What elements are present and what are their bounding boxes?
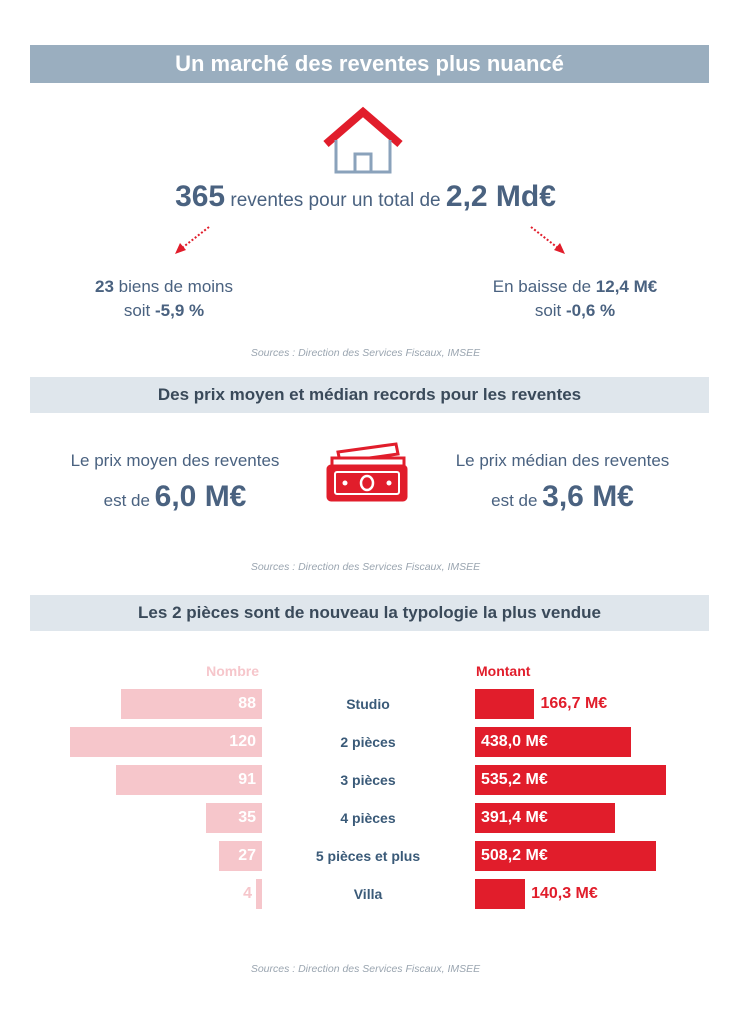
montant-value-label: 535,2 M€ — [481, 771, 548, 788]
section2-title: Des prix moyen et médian records pour le… — [157, 385, 582, 404]
count-change-prefix: soit — [123, 301, 156, 320]
count-change-value: 23 — [95, 277, 114, 296]
median-price-value: 3,6 M€ — [542, 480, 634, 513]
main-title: Un marché des reventes plus nuancé — [175, 51, 564, 76]
house-icon — [323, 106, 403, 174]
source-note-2: Sources : Direction des Services Fiscaux… — [250, 561, 481, 573]
amount-change-percent: -0,6 % — [566, 301, 616, 320]
banknote-icon — [326, 442, 408, 502]
arrow-down-right-icon — [530, 226, 565, 254]
summary-line: 365 reventes pour un total de 2,2 Md€ — [0, 180, 731, 214]
category-label: Villa — [353, 886, 383, 902]
montant-value-label: 140,3 M€ — [531, 885, 598, 902]
resale-total: 2,2 Md€ — [445, 180, 556, 213]
nombre-bar — [218, 841, 262, 871]
nombre-bar — [116, 765, 262, 795]
amount-change-prefix: soit — [534, 301, 567, 320]
summary-text: reventes pour un total de — [230, 190, 441, 211]
nombre-bar — [206, 803, 262, 833]
section2-banner: Des prix moyen et médian records pour le… — [30, 377, 709, 413]
nombre-value-label: 35 — [238, 809, 256, 826]
montant-bar — [475, 803, 615, 833]
series-header-montant: Montant — [476, 663, 531, 679]
montant-value-label: 508,2 M€ — [481, 847, 548, 864]
count-change-text: biens de moins — [118, 277, 233, 296]
section3-banner: Les 2 pièces sont de nouveau la typologi… — [30, 595, 709, 631]
amount-change-value: 12,4 M€ — [595, 277, 658, 296]
montant-value-label: 166,7 M€ — [540, 695, 608, 712]
nombre-bar — [70, 727, 262, 757]
montant-bar — [475, 765, 666, 795]
count-change-stat: 23 biens de moins soit -5,9 % — [64, 275, 264, 323]
median-price-block: Le prix médian des reventes est de 3,6 M… — [425, 443, 700, 519]
source-note-3: Sources : Direction des Services Fiscaux… — [250, 963, 481, 975]
mean-price-label: Le prix moyen des reventes — [70, 451, 280, 470]
category-label: 5 pièces et plus — [315, 848, 421, 864]
count-change-percent: -5,9 % — [155, 301, 205, 320]
category-label: 2 pièces — [340, 734, 396, 750]
montant-bar — [475, 841, 657, 871]
arrow-down-left-icon — [175, 226, 210, 254]
category-label: 4 pièces — [340, 810, 396, 826]
category-label: Studio — [346, 696, 390, 712]
nombre-value-label: 27 — [238, 847, 256, 864]
nombre-value-label: 91 — [238, 771, 256, 788]
series-header-nombre: Nombre — [206, 663, 259, 679]
resale-count: 365 — [175, 180, 226, 213]
source-note-1: Sources : Direction des Services Fiscaux… — [250, 347, 481, 359]
section3-title: Les 2 pièces sont de nouveau la typologi… — [138, 603, 601, 622]
main-title-banner: Un marché des reventes plus nuancé — [30, 45, 709, 83]
median-price-label: Le prix médian des reventes — [455, 451, 670, 470]
mean-price-block: Le prix moyen des reventes est de 6,0 M€ — [40, 443, 310, 519]
nombre-value-label: 4 — [243, 885, 252, 902]
nombre-bar — [255, 879, 262, 909]
montant-value-label: 391,4 M€ — [481, 809, 548, 826]
montant-bar — [475, 879, 526, 909]
montant-bar — [475, 727, 632, 757]
amount-change-text: En baisse de — [492, 277, 596, 296]
nombre-value-label: 88 — [238, 695, 256, 712]
mean-price-value: 6,0 M€ — [154, 480, 247, 513]
montant-value-label: 438,0 M€ — [481, 733, 548, 750]
montant-bar — [475, 689, 535, 719]
mean-price-prefix: est de — [103, 491, 155, 510]
amount-change-stat: En baisse de 12,4 M€ soit -0,6 % — [460, 275, 690, 323]
median-price-prefix: est de — [491, 491, 543, 510]
nombre-bar — [121, 689, 262, 719]
nombre-value-label: 120 — [229, 733, 256, 750]
category-label: 3 pièces — [340, 772, 396, 788]
